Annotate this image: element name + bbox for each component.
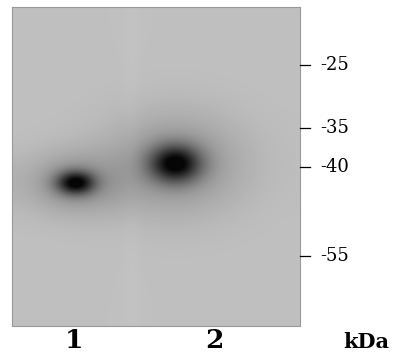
Text: -40: -40 xyxy=(320,157,349,176)
Text: -25: -25 xyxy=(320,56,349,73)
Text: kDa: kDa xyxy=(343,332,389,352)
Text: -35: -35 xyxy=(320,119,349,137)
Text: -55: -55 xyxy=(320,247,349,265)
Text: 1: 1 xyxy=(65,328,83,353)
Text: 2: 2 xyxy=(205,328,223,353)
